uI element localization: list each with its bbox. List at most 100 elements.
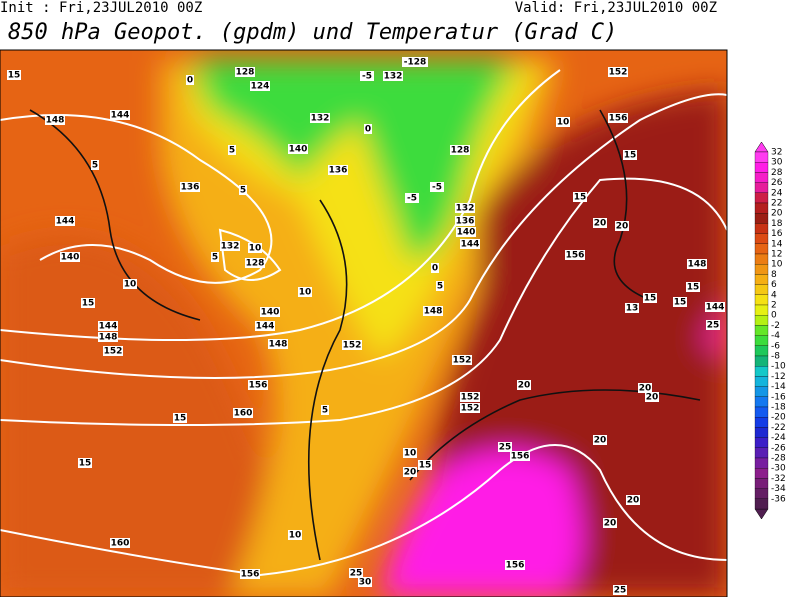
contour-label-box <box>228 145 236 155</box>
colorbar-swatch <box>754 182 769 193</box>
contour-label: 5 <box>322 406 328 416</box>
contour-label-box <box>460 239 480 249</box>
contour-label-box <box>403 448 417 458</box>
contour-label: 140 <box>261 308 280 318</box>
contour-label-box <box>45 115 65 125</box>
colorbar-swatch <box>754 264 769 275</box>
contour-label: 15 <box>644 294 657 304</box>
contour-label: -5 <box>362 72 372 82</box>
contour-label-box <box>431 263 439 273</box>
contour-label: 156 <box>511 452 530 462</box>
map-title: 850 hPa Geopot. (gpdm) und Temperatur (G… <box>8 20 617 45</box>
contour-label: 5 <box>212 253 218 263</box>
contour-label-box <box>455 216 475 226</box>
contour-label: 0 <box>432 264 438 274</box>
geopotential-contours <box>0 69 727 577</box>
contour-label-box <box>239 185 247 195</box>
contour-label: -5 <box>432 183 442 193</box>
contour-label: 10 <box>299 288 312 298</box>
colorbar-label: 16 <box>771 229 783 239</box>
contour-label-box <box>456 227 476 237</box>
colorbar-swatch <box>754 213 769 224</box>
contour-label-box <box>103 346 123 356</box>
contour-label: 132 <box>456 204 475 214</box>
contour-label: 15 <box>687 283 700 293</box>
contour-label-box <box>643 293 657 303</box>
colorbar-label: 32 <box>771 148 782 158</box>
contour-label-box <box>288 144 308 154</box>
colorbar-bottom-arrow <box>754 508 769 520</box>
contour-label: 15 <box>574 193 587 203</box>
contour-label: 140 <box>61 253 80 263</box>
contour-label-box <box>358 577 372 587</box>
colorbar-swatch <box>754 223 769 234</box>
contour-label-box <box>186 75 194 85</box>
contour-label: 140 <box>289 145 308 155</box>
colorbar-label: -22 <box>771 423 786 433</box>
contour-label-box <box>233 408 253 418</box>
contour-label-box <box>613 585 627 595</box>
colorbar-label: -24 <box>771 433 786 443</box>
contour-label-box <box>180 182 200 192</box>
contour-label: 15 <box>624 151 637 161</box>
colorbar-top-arrow <box>754 141 769 153</box>
colorbar-label: 12 <box>771 250 782 260</box>
colorbar-swatch <box>754 366 769 377</box>
contour-label-box <box>55 216 75 226</box>
contour-label-box <box>245 258 265 268</box>
contour-label-box <box>603 518 617 528</box>
contour-label: 25 <box>499 443 512 453</box>
colorbar-swatch <box>754 284 769 295</box>
colorbar-label: 14 <box>771 239 783 249</box>
contour-label: 148 <box>269 340 288 350</box>
contour-label: 128 <box>246 259 265 269</box>
contour-label-box <box>452 355 472 365</box>
contour-label: 25 <box>350 569 363 579</box>
contour-label-box <box>98 332 118 342</box>
contour-label-box <box>91 160 99 170</box>
contour-label-box <box>78 458 92 468</box>
contour-label-box <box>460 403 480 413</box>
colorbar-swatch <box>754 447 769 459</box>
contour-label: 10 <box>289 531 302 541</box>
contour-label: 148 <box>46 116 65 126</box>
colorbar-label: -30 <box>771 464 786 474</box>
contour-label-box <box>211 252 219 262</box>
colorbar-label: -20 <box>771 413 786 423</box>
contour-label-box <box>288 530 302 540</box>
contour-label: 144 <box>461 240 480 250</box>
contour-label: 20 <box>604 519 617 529</box>
contour-label: 20 <box>518 381 531 391</box>
contour-label-box <box>706 320 720 330</box>
colorbar-swatch <box>754 386 769 397</box>
contour-label: 25 <box>707 321 720 331</box>
contour-label: 152 <box>609 68 628 78</box>
contour-label-box <box>328 165 348 175</box>
colorbar-swatch <box>754 243 769 255</box>
contour-label-box <box>235 67 255 77</box>
contour-label-box <box>405 193 419 203</box>
contour-label-box <box>498 442 512 452</box>
contour-label-box <box>260 307 280 317</box>
contour-label-box <box>220 241 240 251</box>
contour-label: 15 <box>674 298 687 308</box>
contour-label: 5 <box>437 282 443 292</box>
contour-label: 25 <box>614 586 627 596</box>
contour-label-box <box>7 70 21 80</box>
colorbar-swatch <box>754 355 769 367</box>
contour-label: -128 <box>404 58 427 68</box>
colorbar-label: -34 <box>771 484 786 494</box>
colorbar-label: -6 <box>771 341 780 351</box>
colorbar-label: -12 <box>771 372 786 382</box>
contour-label: 152 <box>453 356 472 366</box>
contour-label-box <box>342 340 362 350</box>
contour-label-box <box>517 380 531 390</box>
colorbar-swatch <box>754 498 769 510</box>
contour-label: 156 <box>249 381 268 391</box>
contour-label: 160 <box>111 539 130 549</box>
colorbar-label: -32 <box>771 474 786 484</box>
colorbar-swatch <box>754 294 769 306</box>
contour-label: 10 <box>249 244 262 254</box>
contour-label-box <box>383 71 403 81</box>
